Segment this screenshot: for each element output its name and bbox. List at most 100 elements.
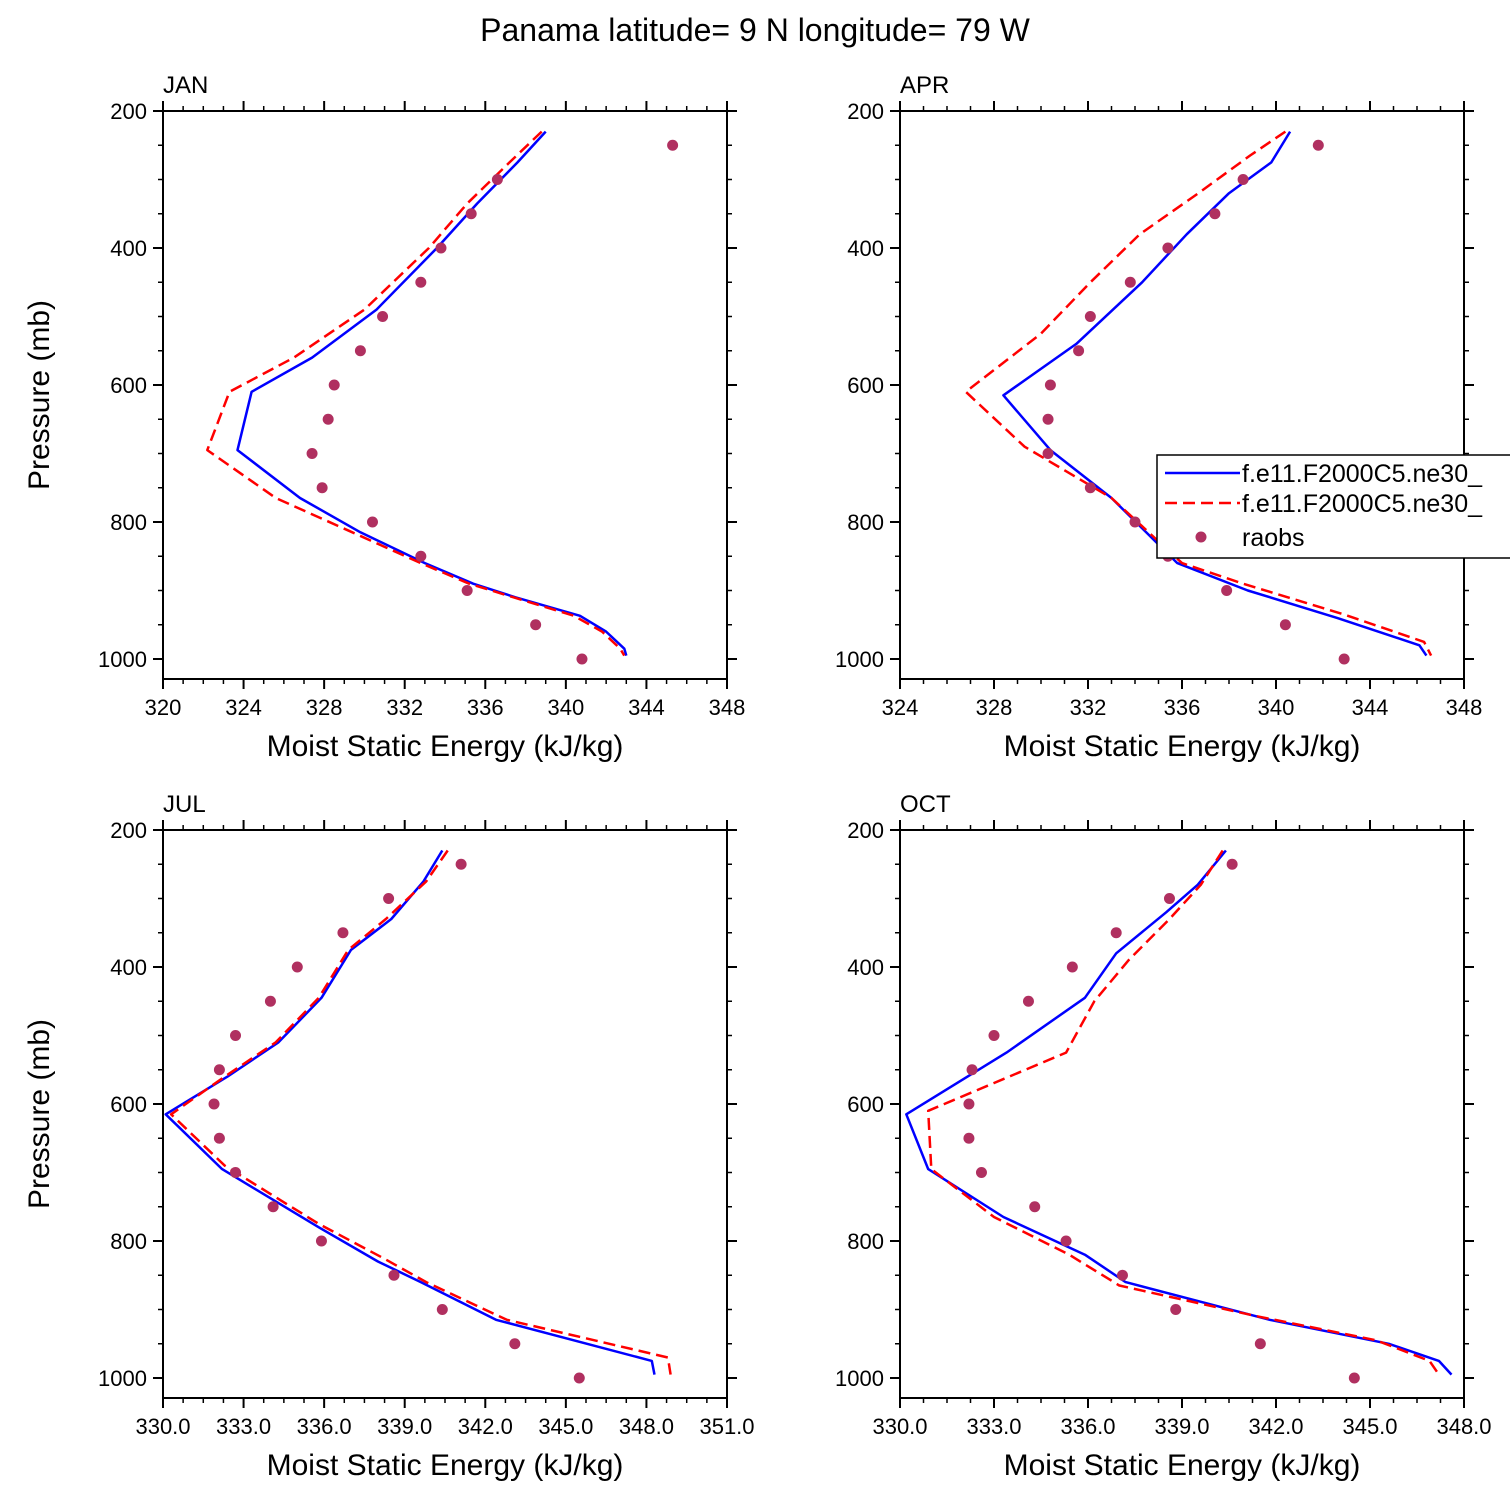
x-tick-label: 336 <box>1164 695 1201 720</box>
raobs-point <box>366 516 378 528</box>
x-tick-label: 342.0 <box>1248 1414 1303 1439</box>
raobs-point <box>1338 653 1350 665</box>
raobs-point <box>1116 1269 1128 1281</box>
y-tick-label: 200 <box>110 818 147 843</box>
raobs-point <box>322 413 334 425</box>
y-tick-label: 400 <box>110 236 147 261</box>
raobs-point <box>509 1338 521 1350</box>
raobs-point <box>315 1235 327 1247</box>
x-tick-label: 340 <box>1258 695 1295 720</box>
raobs-point <box>1042 413 1054 425</box>
raobs-point <box>383 893 395 904</box>
raobs-point <box>988 1030 1000 1041</box>
raobs-point <box>1348 1372 1360 1384</box>
raobs-point <box>1162 242 1174 254</box>
x-tick-label: 324 <box>882 695 919 720</box>
raobs-point <box>291 961 303 973</box>
x-tick-label: 332 <box>1070 695 1107 720</box>
raobs-point <box>337 927 349 939</box>
y-tick-label: 800 <box>847 1229 884 1254</box>
panel-label: OCT <box>900 791 951 818</box>
x-tick-label: 345.0 <box>538 1414 593 1439</box>
raobs-point <box>966 1064 978 1076</box>
raobs-point <box>436 1304 448 1315</box>
raobs-point <box>230 1167 242 1178</box>
panel-label: APR <box>900 72 949 99</box>
x-tick-label: 345.0 <box>1342 1414 1397 1439</box>
raobs-point <box>1221 585 1233 596</box>
series-line-dashed <box>964 130 1433 657</box>
y-tick-label: 1000 <box>835 1366 884 1391</box>
x-tick-label: 330.0 <box>872 1414 927 1439</box>
raobs-point <box>1022 995 1034 1007</box>
raobs-point <box>975 1167 987 1178</box>
y-tick-label: 400 <box>847 955 884 980</box>
raobs-point <box>576 653 588 665</box>
raobs-point <box>377 311 389 322</box>
x-tick-label: 328 <box>976 695 1013 720</box>
series-line-dashed <box>926 849 1440 1376</box>
raobs-point <box>1084 311 1096 322</box>
series-line-solid <box>236 130 628 656</box>
x-tick-label: 344 <box>628 695 665 720</box>
x-tick-label: 344 <box>1352 695 1389 720</box>
raobs-point <box>1226 858 1238 870</box>
raobs-point <box>388 1269 400 1281</box>
legend: f.e11.F2000C5.ne30_f.e11.F2000C5.ne30_ra… <box>1156 454 1510 559</box>
raobs-point <box>1060 1235 1072 1247</box>
raobs-point <box>316 482 328 494</box>
series-line-solid <box>164 849 656 1375</box>
x-tick-label: 320 <box>145 695 182 720</box>
x-tick-label: 336.0 <box>1060 1414 1115 1439</box>
series-line-solid <box>905 849 1453 1376</box>
x-tick-label: 333.0 <box>966 1414 1021 1439</box>
raobs-point <box>1312 139 1324 151</box>
y-tick-label: 600 <box>847 373 884 398</box>
panel-jan: 320 324 328 332 336 340 344 348 200 400 600 800 1000… <box>23 72 745 763</box>
x-tick-label: 348.0 <box>619 1414 674 1439</box>
raobs-point <box>213 1132 225 1144</box>
y-tick-label: 200 <box>847 99 884 124</box>
x-axis-title: Moist Static Energy (kJ/kg) <box>1004 730 1361 763</box>
raobs-point <box>455 858 467 870</box>
y-tick-label: 800 <box>110 1229 147 1254</box>
x-tick-label: 348 <box>709 695 746 720</box>
raobs-point <box>1110 927 1122 939</box>
x-tick-label: 336.0 <box>297 1414 352 1439</box>
legend-label: f.e11.F2000C5.ne30_ <box>1242 490 1483 518</box>
raobs-point <box>1073 345 1085 357</box>
y-tick-label: 200 <box>847 818 884 843</box>
raobs-point <box>465 208 477 220</box>
x-tick-label: 348 <box>1446 695 1483 720</box>
y-axis-title: Pressure (mb) <box>23 1019 56 1209</box>
y-tick-label: 600 <box>110 373 147 398</box>
raobs-point <box>354 345 366 357</box>
plot-frame <box>899 829 1465 1399</box>
plot-frame <box>899 110 1465 680</box>
y-tick-label: 400 <box>110 955 147 980</box>
series-line-dashed <box>206 130 626 657</box>
raobs-point <box>1209 208 1221 220</box>
figure-title: Panama latitude= 9 N longitude= 79 W <box>480 12 1030 48</box>
raobs-point <box>1029 1201 1041 1213</box>
x-axis-title: Moist Static Energy (kJ/kg) <box>267 730 624 763</box>
x-tick-label: 342.0 <box>458 1414 513 1439</box>
raobs-point <box>461 585 473 596</box>
x-tick-label: 340 <box>547 695 584 720</box>
panel-label: JAN <box>163 72 208 99</box>
y-tick-label: 600 <box>847 1092 884 1117</box>
raobs-point <box>1042 448 1054 459</box>
y-axis-title: Pressure (mb) <box>23 300 56 490</box>
x-tick-label: 330.0 <box>135 1414 190 1439</box>
y-tick-label: 1000 <box>98 1366 147 1391</box>
raobs-point <box>267 1201 279 1213</box>
x-tick-label: 339.0 <box>1154 1414 1209 1439</box>
raobs-point <box>1254 1338 1266 1350</box>
raobs-point <box>1279 619 1291 631</box>
raobs-point <box>328 379 340 391</box>
y-tick-label: 800 <box>110 510 147 535</box>
raobs-point <box>1237 174 1249 185</box>
legend-marker-raobs <box>1195 531 1207 543</box>
raobs-point <box>667 139 679 151</box>
